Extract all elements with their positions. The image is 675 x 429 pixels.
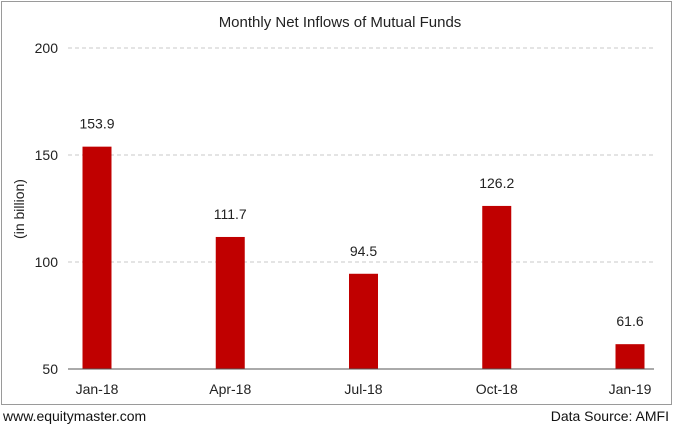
x-axis-ticks: Jan-18 Apr-18 Jul-18 Oct-18 Jan-19 <box>76 381 652 397</box>
data-source-note: Data Source: AMFI <box>550 408 669 424</box>
website-credit: www.equitymaster.com <box>3 408 147 424</box>
bar <box>349 273 378 369</box>
bar <box>82 146 112 369</box>
x-tick-label: Oct-18 <box>476 381 518 397</box>
chart-frame: Monthly Net Inflows of Mutual Funds (in … <box>1 1 672 405</box>
y-tick-label: 150 <box>35 147 59 163</box>
y-axis-ticks: 50 100 150 200 <box>35 40 59 377</box>
x-tick-label: Jan-18 <box>76 381 119 397</box>
data-label: 94.5 <box>350 243 377 259</box>
bar <box>482 205 512 369</box>
data-labels: 153.9 111.7 94.5 126.2 61.6 <box>79 116 643 330</box>
x-tick-label: Apr-18 <box>209 381 251 397</box>
data-label: 111.7 <box>214 206 247 222</box>
data-label: 61.6 <box>616 313 643 329</box>
bar <box>615 344 645 369</box>
y-axis-label: (in billion) <box>11 179 27 239</box>
bars <box>82 146 645 369</box>
x-tick-label: Jan-19 <box>609 381 652 397</box>
y-tick-label: 200 <box>35 40 59 56</box>
bar <box>215 236 245 369</box>
bar-chart: Monthly Net Inflows of Mutual Funds (in … <box>11 14 654 397</box>
y-tick-label: 50 <box>42 361 58 377</box>
gridlines <box>68 47 654 263</box>
x-tick-label: Jul-18 <box>344 381 382 397</box>
data-label: 126.2 <box>479 175 514 191</box>
chart-title: Monthly Net Inflows of Mutual Funds <box>219 14 462 31</box>
data-label: 153.9 <box>79 116 114 132</box>
y-tick-label: 100 <box>35 254 59 270</box>
